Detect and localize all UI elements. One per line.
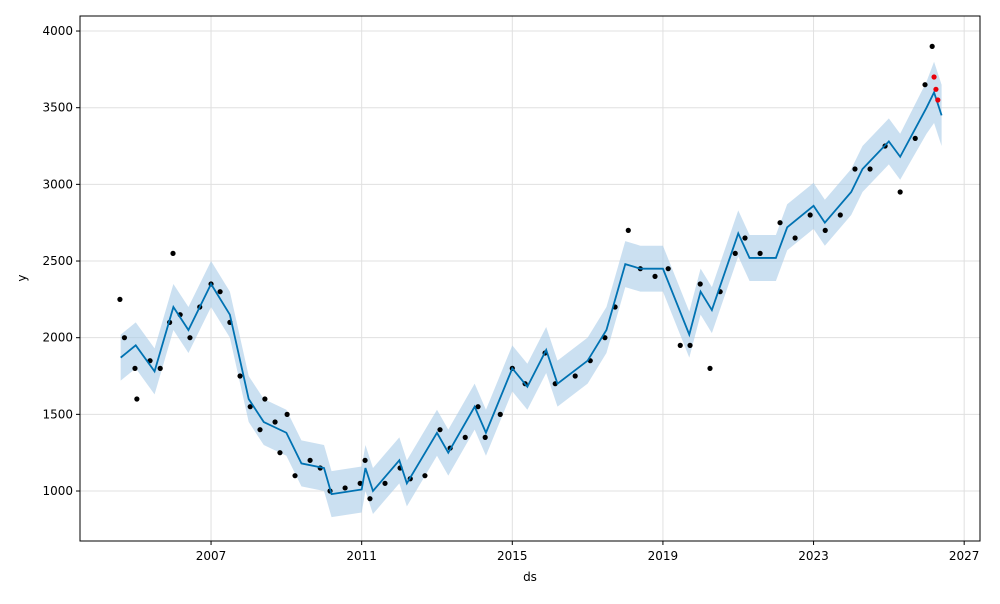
observed-point [134,396,140,402]
observed-point [362,457,368,463]
y-tick-label: 1000 [42,484,73,498]
observed-point [867,166,873,172]
y-axis-label: y [15,274,29,281]
test-point [933,86,939,92]
observed-point [822,227,828,233]
x-tick-label: 2023 [798,549,829,563]
observed-point [367,496,373,502]
axes-frame [79,15,981,542]
y-tick-label: 3500 [42,101,73,115]
observed-point [922,82,928,88]
observed-point [602,335,608,341]
observed-point [357,480,363,486]
observed-point [157,365,163,371]
observed-point [117,296,123,302]
observed-point [262,396,268,402]
observed-point [187,335,193,341]
plot-area [80,16,980,541]
forecast-line [120,89,943,496]
observed-point [497,411,503,417]
observed-point [462,434,468,440]
observed-point [807,212,813,218]
observed-point [132,365,138,371]
observed-point [272,419,278,425]
observed-point [742,235,748,241]
observed-point [572,373,578,379]
observed-point [475,404,481,410]
observed-point [929,43,935,49]
observed-point [732,250,738,256]
observed-point [121,335,128,341]
observed-point [382,480,388,486]
x-tick-label: 2007 [196,549,227,563]
y-tick-label: 1500 [42,407,73,421]
observed-point [625,227,631,233]
observed-point [247,404,253,410]
observed-point [757,250,763,256]
observed-point [342,485,348,491]
observed-point [912,135,918,141]
x-axis-label: ds [523,570,537,584]
x-tick-label: 2019 [648,549,679,563]
observed-point [665,266,671,272]
observed-point [307,457,313,463]
observed-point [677,342,683,348]
observed-point [707,365,713,371]
observed-point [482,434,488,440]
observed-point [217,289,223,295]
y-tick-label: 2000 [42,331,73,345]
y-tick-label: 2500 [42,254,73,268]
observed-point [170,250,176,256]
observed-point [897,189,903,195]
observed-point [697,281,703,287]
observed-point [837,212,843,218]
test-point [935,97,941,103]
observed-point [437,427,443,433]
observed-point [852,166,858,172]
observed-point [292,473,298,479]
observed-point [257,427,263,433]
observed-point [277,450,283,456]
observed-point [237,373,243,379]
x-tick-label: 2015 [497,549,528,563]
observed-point [422,473,428,479]
y-tick-label: 3000 [42,177,73,191]
observed-point [284,411,290,417]
test-point [931,74,937,80]
observed-point [792,235,798,241]
observed-point [777,220,783,226]
y-tick-label: 4000 [42,24,73,38]
observed-point [687,342,693,348]
observed-point [652,273,658,279]
x-tick-label: 2011 [346,549,377,563]
x-tick-label: 2027 [949,549,980,563]
